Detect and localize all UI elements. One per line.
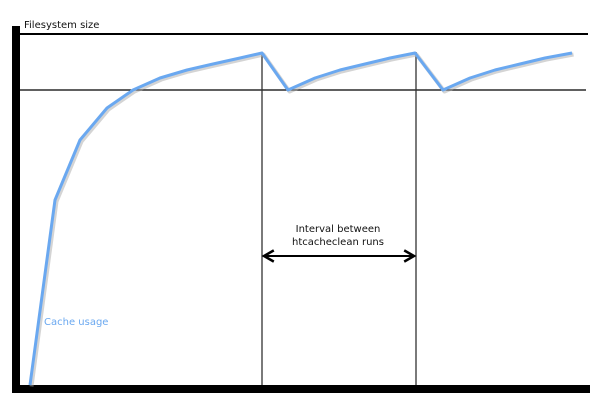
interval-label-line-2: htcacheclean runs [292, 237, 384, 248]
cache-usage-label: Cache usage [44, 317, 108, 328]
y-axis-label: Filesystem size [24, 20, 99, 31]
interval-label-line-1: Interval between [296, 224, 381, 235]
cache-usage-shadow [29, 52, 574, 387]
x-axis [12, 385, 590, 393]
cache-usage-curve [28, 51, 573, 386]
y-axis [12, 26, 20, 393]
